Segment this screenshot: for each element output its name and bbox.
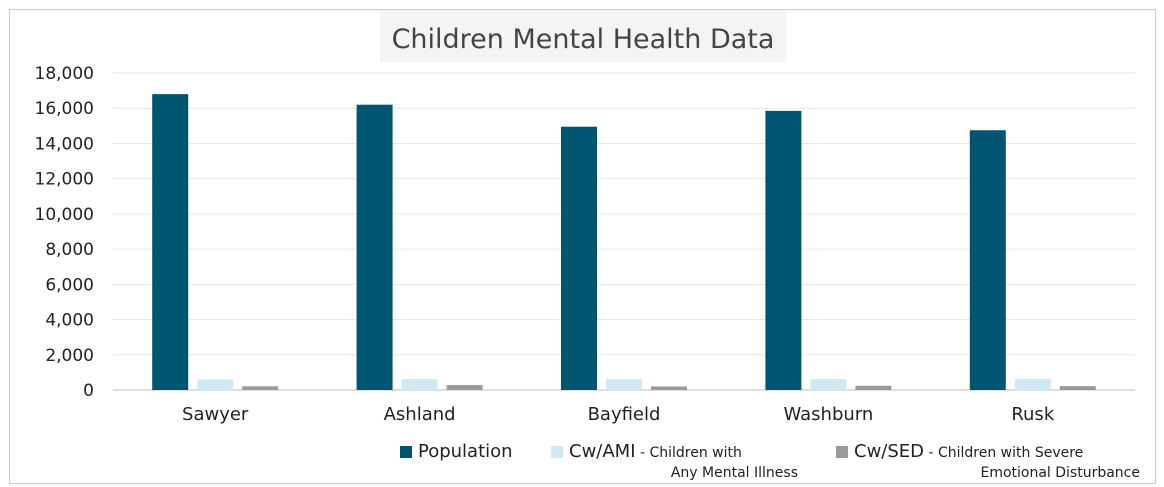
legend-swatch-ami	[551, 446, 563, 458]
chart-frame: Children Mental Health Data 0 2,000 4,000 6…	[9, 9, 1156, 484]
legend-ami-second-line: Any Mental Illness	[670, 465, 798, 481]
x-tick-label: Bayfield	[588, 404, 661, 425]
bar-washburn-series-1	[765, 110, 802, 390]
y-tick-label: 6,000	[45, 275, 94, 295]
legend-label-sed: Cw/SED - Children with Severe	[854, 441, 1083, 464]
bars	[152, 94, 1096, 390]
bar-sawyer-series-1	[152, 94, 189, 390]
bar-bayfield-series-3	[651, 386, 687, 390]
y-tick-label: 8,000	[45, 240, 94, 260]
legend-sed-desc: - Children with Severe	[924, 445, 1084, 461]
y-tick-label: 0	[83, 381, 94, 401]
bar-washburn-series-3	[855, 385, 892, 390]
bar-ashland-series-3	[446, 385, 483, 390]
x-tick-label: Washburn	[784, 404, 874, 425]
legend-sed-code: Cw/SED	[854, 441, 925, 462]
y-tick-label: 2,000	[45, 346, 94, 366]
bar-bayfield-series-2	[606, 379, 642, 390]
bar-rusk-series-3	[1059, 386, 1096, 390]
legend-item-population: Population	[400, 441, 513, 463]
legend-item-sed: Cw/SED - Children with Severe	[836, 441, 1083, 464]
bar-sawyer-series-3	[242, 386, 279, 390]
chart-title: Children Mental Health Data	[392, 24, 775, 55]
legend-swatch-sed	[836, 446, 848, 458]
y-tick-label: 12,000	[35, 170, 94, 190]
bar-rusk-series-1	[969, 130, 1006, 390]
y-tick-label: 18,000	[35, 64, 94, 84]
x-tick-label: Sawyer	[182, 404, 249, 425]
bar-chart: Children Mental Health Data 0 2,000 4,000 6…	[35, 10, 1135, 425]
bar-washburn-series-2	[810, 379, 847, 390]
title-background	[380, 10, 786, 62]
y-tick-label: 10,000	[35, 205, 94, 225]
legend-ami-desc: - Children with	[635, 445, 742, 461]
gridlines	[113, 72, 1135, 391]
x-tick-label: Rusk	[1011, 404, 1054, 425]
bar-bayfield-series-1	[561, 126, 597, 390]
y-axis-labels: 0 2,000 4,000 6,000 8,000 10,000 12,000 14,000 1…	[35, 64, 94, 401]
bar-ashland-series-2	[401, 379, 438, 390]
x-tick-label: Ashland	[384, 404, 456, 425]
bar-sawyer-series-2	[197, 379, 234, 390]
y-tick-label: 16,000	[35, 99, 94, 119]
legend-sed-second-line: Emotional Disturbance	[980, 465, 1140, 481]
legend-label-population: Population	[418, 441, 513, 462]
bar-ashland-series-1	[356, 104, 393, 390]
legend-item-ami: Cw/AMI - Children with	[551, 441, 742, 464]
legend-swatch-population	[400, 446, 412, 458]
bar-rusk-series-2	[1014, 379, 1051, 390]
y-tick-label: 4,000	[45, 311, 94, 331]
y-tick-label: 14,000	[35, 134, 94, 154]
x-axis-labels: Sawyer Ashland Bayfield Washburn Rusk	[182, 404, 1055, 425]
legend-ami-code: Cw/AMI	[569, 441, 636, 462]
legend-label-ami: Cw/AMI - Children with	[569, 441, 742, 464]
